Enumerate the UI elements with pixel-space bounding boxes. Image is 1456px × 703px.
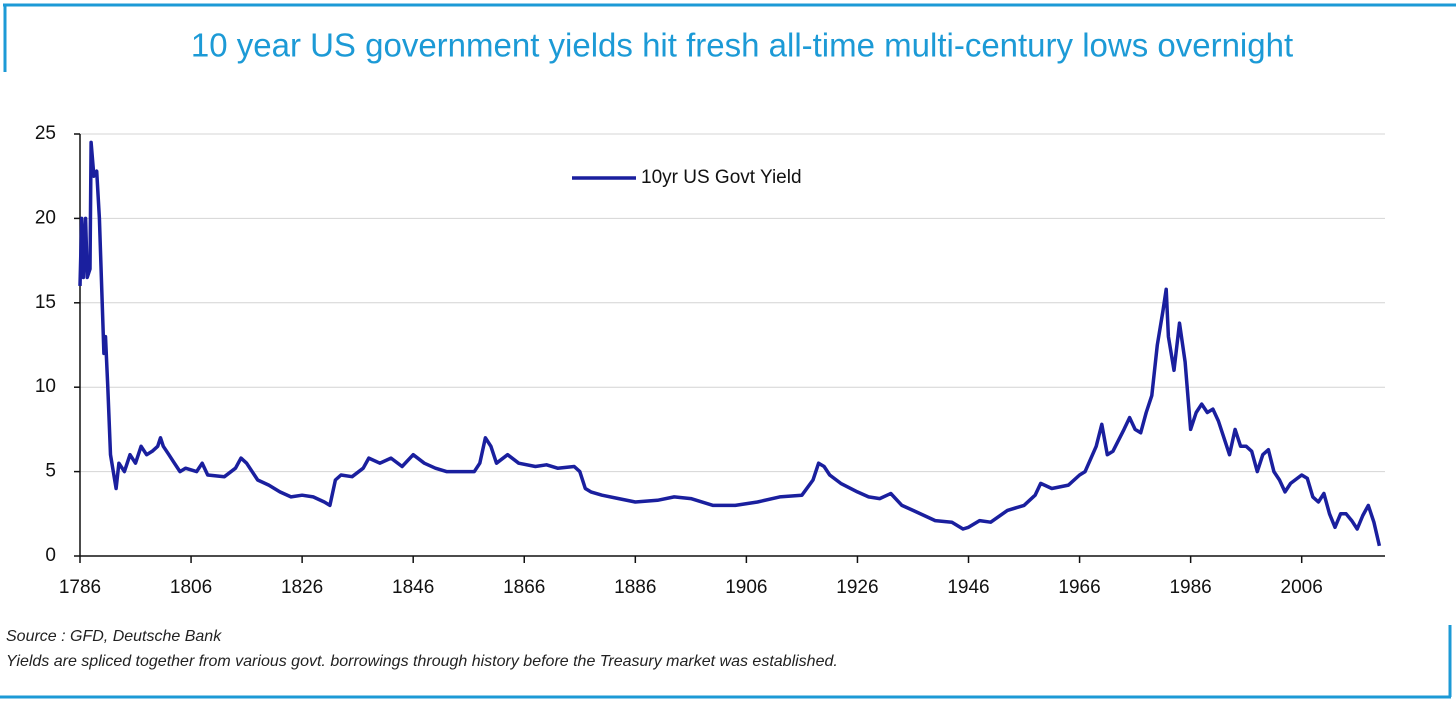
x-tick-label: 1906 xyxy=(725,577,767,598)
x-tick-label: 1786 xyxy=(59,577,101,598)
chart-title: 10 year US government yields hit fresh a… xyxy=(191,27,1293,64)
y-tick-label: 25 xyxy=(35,123,56,144)
x-tick-label: 1966 xyxy=(1058,577,1100,598)
x-tick-label: 1886 xyxy=(614,577,656,598)
series-line xyxy=(78,140,1382,547)
y-tick-label: 5 xyxy=(45,461,56,482)
y-tick-label: 10 xyxy=(35,376,56,397)
x-tick-label: 1826 xyxy=(281,577,323,598)
y-tick-label: 20 xyxy=(35,207,56,228)
x-tick-label: 1986 xyxy=(1169,577,1211,598)
source: Source : GFD, Deutsche Bank xyxy=(6,628,222,645)
note: Yields are spliced together from various… xyxy=(6,653,838,670)
x-tick-label: 1926 xyxy=(836,577,878,598)
x-tick-label: 1846 xyxy=(392,577,434,598)
x-tick-label: 1806 xyxy=(170,577,212,598)
x-tick-label: 2006 xyxy=(1281,577,1323,598)
legend-label: 10yr US Govt Yield xyxy=(641,167,802,188)
y-tick-label: 0 xyxy=(45,545,56,566)
x-tick-label: 1866 xyxy=(503,577,545,598)
y-tick-label: 15 xyxy=(35,292,56,313)
x-tick-label: 1946 xyxy=(947,577,989,598)
